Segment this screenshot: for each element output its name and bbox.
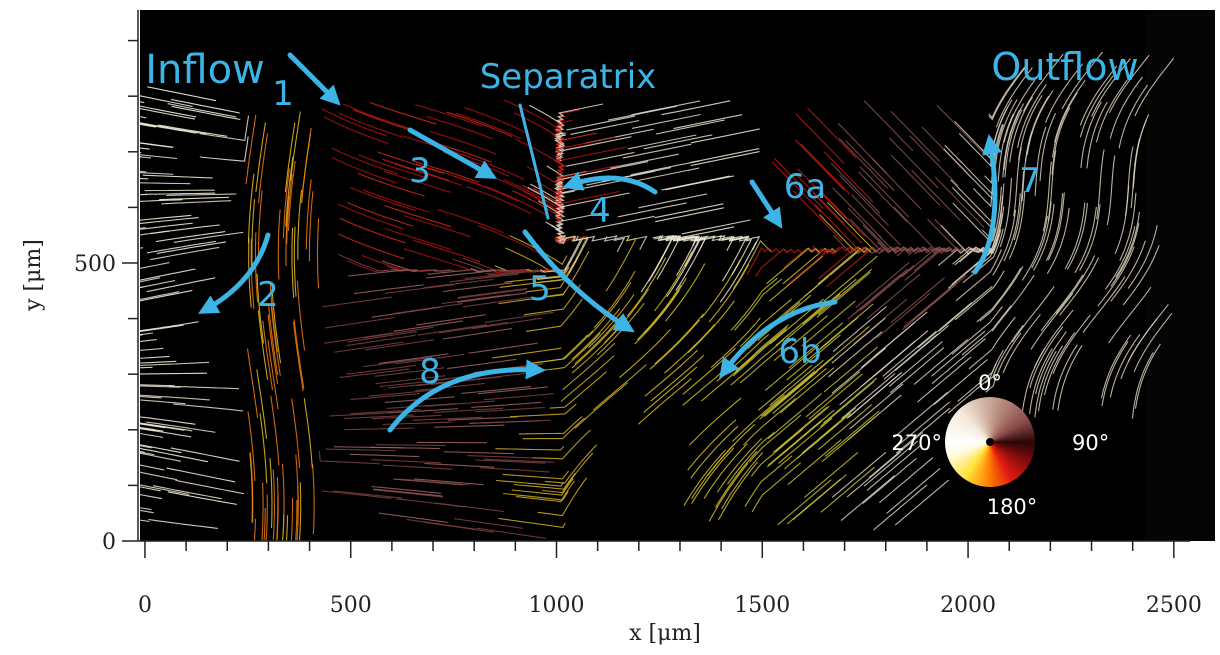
streamline	[76, 168, 146, 172]
annotation: 8	[419, 352, 441, 392]
colorwheel-label: 90°	[1072, 431, 1109, 455]
x-tick-label: 0	[138, 593, 152, 618]
x-tick-label: 500	[330, 593, 372, 618]
x-tick-label: 1500	[734, 593, 790, 618]
streamline	[75, 287, 144, 301]
streamline	[80, 140, 149, 149]
colorwheel	[945, 397, 1035, 487]
figure: x [μm] y [μm] 0 500 1000 1500 2000 2500 0 500 In…	[0, 0, 1220, 655]
annotation: 2	[257, 275, 279, 315]
annotation: 5	[529, 269, 551, 309]
x-tick-label: 2500	[1146, 593, 1202, 618]
streamline	[80, 511, 149, 521]
x-tick-label: 2000	[940, 593, 996, 618]
annotation: 6b	[778, 332, 821, 372]
annotation: 7	[1019, 161, 1041, 201]
x-axis-label: x [μm]	[629, 621, 701, 646]
streamline	[70, 361, 140, 364]
streamline	[76, 440, 145, 453]
annotation: 3	[409, 151, 431, 191]
colorwheel-label: 180°	[987, 495, 1038, 519]
y-tick-label: 0	[102, 530, 116, 555]
streamline	[417, 442, 487, 443]
streamline	[76, 228, 145, 237]
annotation: Outflow	[991, 45, 1138, 89]
colorwheel-label: 270°	[891, 431, 942, 455]
plot-edge	[1145, 10, 1215, 541]
streamline	[73, 335, 143, 343]
y-tick-label: 500	[74, 252, 116, 277]
colorwheel-label: 0°	[978, 371, 1002, 395]
annotation: 1	[272, 74, 294, 114]
y-axis-label: y [μm]	[21, 239, 46, 312]
annotation: Separatrix	[480, 57, 657, 97]
x-tick-label: 1000	[529, 593, 585, 618]
annotation: Inflow	[145, 47, 265, 93]
annotation: 4	[589, 191, 611, 231]
streamline	[72, 149, 142, 157]
plot-area	[140, 10, 1215, 541]
streamline	[71, 407, 141, 415]
streamline	[71, 324, 140, 334]
streamline	[78, 105, 147, 118]
annotation: 6a	[784, 167, 826, 207]
streamline	[77, 195, 147, 197]
